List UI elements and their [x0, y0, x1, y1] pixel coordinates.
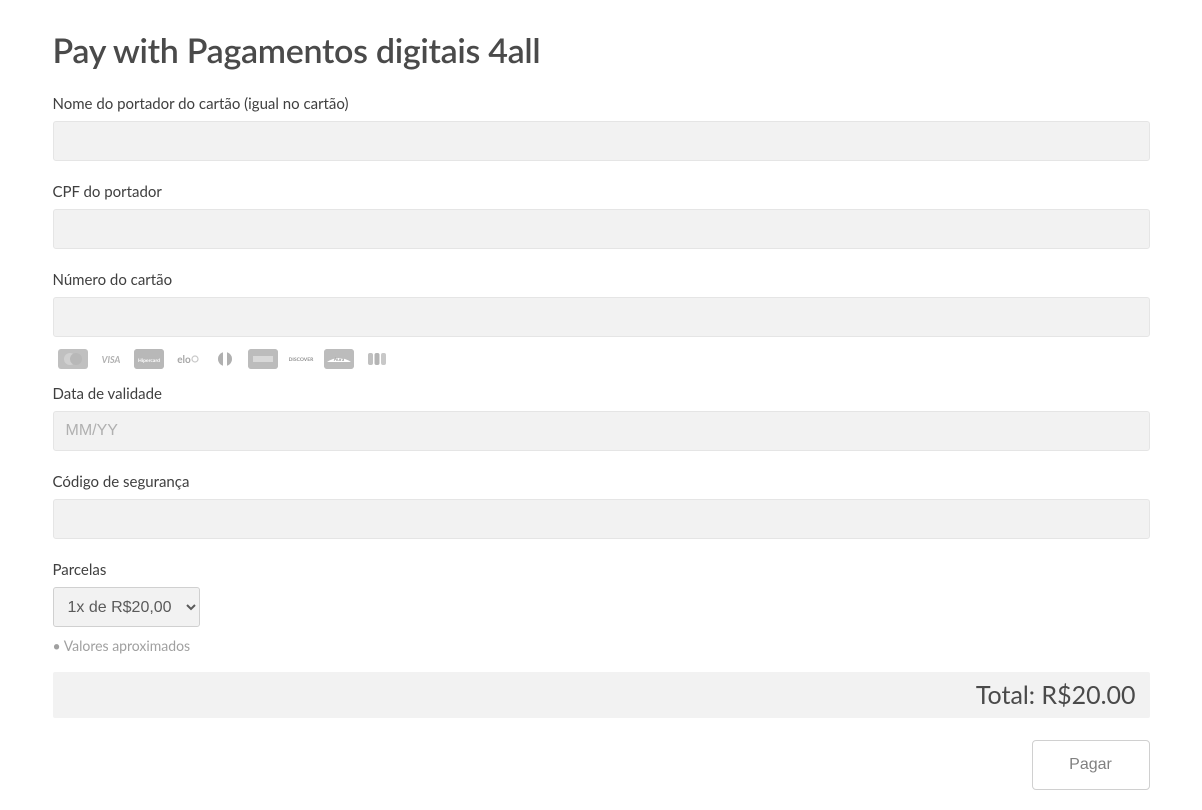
total-label: Total:: [976, 680, 1035, 710]
aura-icon: Aura: [324, 349, 354, 369]
cvv-group: Código de segurança: [53, 473, 1150, 539]
cvv-label: Código de segurança: [53, 473, 1150, 491]
cardholder-name-group: Nome do portador do cartão (igual no car…: [53, 95, 1150, 161]
card-number-label: Número do cartão: [53, 271, 1150, 289]
svg-text:VISA: VISA: [101, 354, 120, 365]
cardholder-name-input[interactable]: [53, 121, 1150, 161]
total-amount: R$20.00: [1041, 680, 1135, 710]
svg-text:DISCOVER: DISCOVER: [288, 357, 314, 363]
svg-text:elo: elo: [177, 354, 191, 366]
installments-select[interactable]: 1x de R$20,00: [53, 587, 200, 627]
expiry-input[interactable]: [53, 411, 1150, 451]
visa-icon: VISA: [96, 349, 126, 369]
cvv-input[interactable]: [53, 499, 1150, 539]
payment-form-container: Pay with Pagamentos digitais 4all Nome d…: [18, 0, 1185, 810]
installments-label: Parcelas: [53, 561, 1150, 579]
card-number-input[interactable]: [53, 297, 1150, 337]
expiry-group: Data de validade: [53, 385, 1150, 451]
amex-icon: [248, 349, 278, 369]
cpf-group: CPF do portador: [53, 183, 1150, 249]
button-row: Pagar: [53, 740, 1150, 790]
diners-icon: [210, 349, 240, 369]
cpf-label: CPF do portador: [53, 183, 1150, 201]
card-number-group: Número do cartão: [53, 271, 1150, 337]
mastercard-icon: [58, 349, 88, 369]
expiry-label: Data de validade: [53, 385, 1150, 403]
elo-icon: elo: [172, 349, 202, 369]
cardholder-name-label: Nome do portador do cartão (igual no car…: [53, 95, 1150, 113]
total-bar: Total: R$20.00: [53, 672, 1150, 718]
total-text: Total: R$20.00: [976, 680, 1136, 710]
hipercard-icon: Hipercard: [134, 349, 164, 369]
approximate-values-hint: • Valores aproximados: [53, 637, 1150, 654]
svg-text:Aura: Aura: [332, 357, 344, 363]
card-brand-icons: VISA Hipercard elo DISCOVER Aura: [53, 349, 1150, 369]
jcb-icon: [362, 349, 392, 369]
pay-button[interactable]: Pagar: [1032, 740, 1150, 790]
svg-text:Hipercard: Hipercard: [138, 358, 160, 364]
discover-icon: DISCOVER: [286, 349, 316, 369]
installments-group: Parcelas 1x de R$20,00: [53, 561, 1150, 627]
cpf-input[interactable]: [53, 209, 1150, 249]
page-title: Pay with Pagamentos digitais 4all: [53, 30, 1150, 71]
